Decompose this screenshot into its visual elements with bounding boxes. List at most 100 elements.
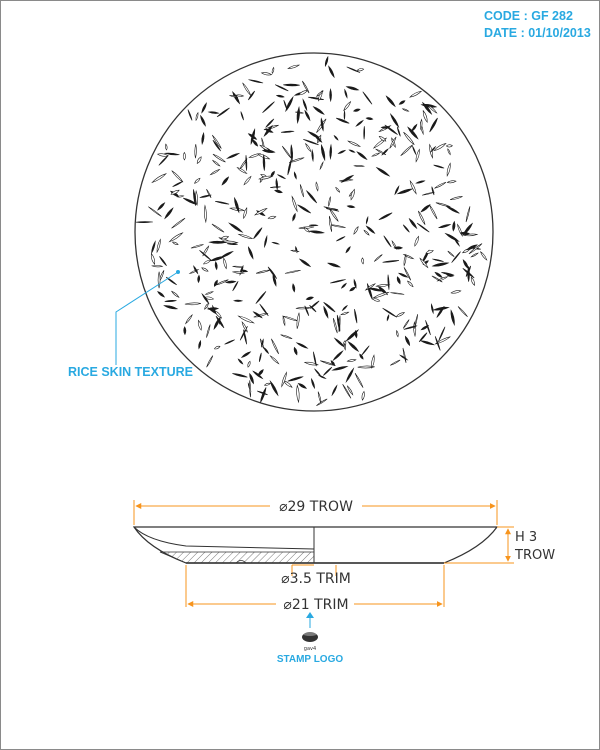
rice-grain	[164, 207, 174, 220]
rice-grain	[150, 252, 156, 266]
rice-grain	[429, 145, 437, 153]
rice-grain	[364, 283, 376, 291]
rice-grain	[297, 204, 312, 214]
rice-grain	[421, 191, 435, 196]
rice-grain	[343, 110, 346, 120]
rice-grain	[387, 274, 390, 290]
rice-grain	[462, 259, 469, 270]
dim-base-diameter: ⌀21 TRIM	[185, 565, 445, 613]
rice-grain	[164, 152, 180, 156]
rice-grain	[396, 329, 399, 338]
rice-grain	[404, 335, 411, 347]
rice-grain	[240, 269, 249, 273]
rice-grain	[182, 151, 186, 161]
rice-grain	[408, 217, 418, 230]
rice-grain	[329, 143, 332, 160]
rice-grain	[346, 359, 357, 362]
rice-grain	[157, 291, 165, 298]
rice-grain	[296, 384, 300, 404]
rice-grain	[303, 361, 319, 366]
rice-grain	[202, 259, 212, 265]
rice-grain	[343, 100, 352, 112]
rice-grain	[335, 186, 341, 193]
rice-grain	[345, 367, 355, 383]
rice-grain	[390, 359, 401, 366]
texture-leader-dot	[176, 270, 180, 274]
rice-grain	[419, 340, 436, 346]
rice-grain	[372, 291, 390, 299]
rice-grain	[193, 265, 199, 275]
rice-grain	[403, 253, 407, 267]
rice-grain	[389, 136, 397, 149]
rice-grain	[403, 267, 412, 281]
rice-grain	[330, 360, 336, 366]
rice-grain	[208, 240, 227, 244]
rice-grain	[425, 320, 431, 336]
rice-grain	[269, 380, 279, 397]
rice-grain	[225, 152, 241, 159]
rice-grain	[164, 299, 177, 303]
rice-grain	[311, 148, 314, 163]
rice-grain	[211, 134, 222, 149]
rice-grain	[236, 167, 248, 174]
rice-grain	[254, 207, 268, 216]
rice-grain	[361, 257, 365, 265]
rice-grain	[263, 346, 270, 355]
rice-grain	[420, 325, 430, 331]
rice-grain	[353, 278, 357, 289]
rice-grain	[151, 173, 167, 184]
rice-grain	[247, 360, 251, 368]
rice-grain	[434, 271, 443, 278]
rice-grain	[240, 111, 244, 121]
rice-grain	[402, 224, 410, 233]
rice-grain	[248, 79, 264, 84]
rice-grain	[320, 360, 336, 367]
rice-grain	[215, 200, 230, 205]
rice-grain	[390, 292, 405, 295]
rice-grain	[433, 142, 447, 152]
rice-grain	[314, 368, 322, 377]
rice-grain	[401, 108, 410, 112]
rice-grain	[151, 264, 164, 268]
rice-grain	[240, 351, 252, 358]
rice-grain	[314, 134, 323, 143]
rice-grain	[299, 184, 304, 198]
rice-grain	[209, 168, 221, 176]
rice-grain	[170, 189, 180, 195]
rice-grain	[344, 88, 348, 99]
rice-grain	[313, 351, 317, 367]
rice-grain	[201, 267, 209, 272]
rice-grain	[326, 262, 342, 268]
rice-grain	[135, 221, 153, 224]
top-diameter-label: ⌀29 TROW	[279, 499, 353, 515]
rice-grain	[419, 118, 423, 131]
rice-grain	[164, 143, 168, 151]
rice-grain	[213, 279, 218, 287]
rice-grain	[347, 341, 360, 352]
rice-grain	[319, 160, 324, 171]
rice-grain	[425, 250, 434, 254]
rice-grain	[407, 280, 414, 288]
rice-grain	[470, 252, 479, 258]
rice-grain	[275, 177, 279, 191]
rice-grain	[451, 251, 461, 263]
rice-grain	[347, 140, 361, 147]
rice-grain	[281, 371, 287, 388]
rice-grain	[336, 117, 350, 124]
rice-grain	[163, 305, 179, 310]
rice-grain	[381, 148, 389, 156]
rice-grain	[298, 258, 312, 268]
rice-grain	[340, 282, 347, 289]
rice-grain	[465, 206, 471, 223]
rice-grain	[328, 196, 331, 207]
rice-grain	[356, 68, 365, 72]
rice-grain	[214, 310, 223, 319]
rice-grain	[427, 104, 438, 114]
rice-grain	[284, 269, 301, 274]
rice-grain	[365, 225, 376, 234]
rice-grain	[309, 224, 319, 227]
rice-grain	[353, 108, 361, 112]
rice-grain	[172, 181, 183, 187]
rice-grain	[365, 117, 374, 120]
rice-grain	[259, 303, 269, 317]
